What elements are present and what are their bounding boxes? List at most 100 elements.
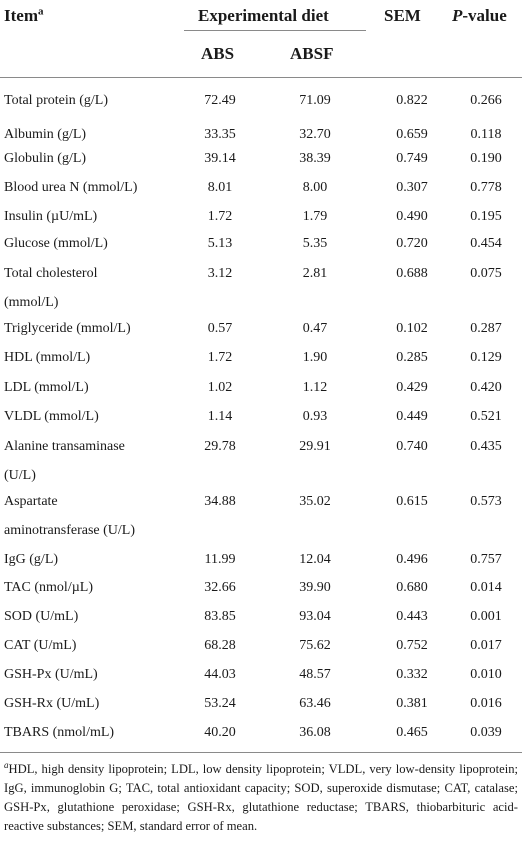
absf-value: 5.35 <box>302 236 328 251</box>
row-item-label-line: LDL (mmol/L) <box>4 380 89 395</box>
abs-value: 8.01 <box>207 180 233 195</box>
sem-value: 0.822 <box>396 93 428 108</box>
p-value: 0.129 <box>470 350 502 365</box>
row-item-label-line: SOD (U/mL) <box>4 609 79 624</box>
p-value: 0.778 <box>470 180 502 195</box>
row-item-label-line: HDL (mmol/L) <box>4 350 91 365</box>
row-item-label-line: Globulin (g/L) <box>4 151 87 166</box>
row-item-label: LDL (mmol/L) <box>4 379 89 397</box>
abs-value: 29.78 <box>204 439 236 454</box>
row-item-label-line: Total protein (g/L) <box>4 93 108 108</box>
row-item-label: Total protein (g/L) <box>4 92 108 110</box>
sem-value: 0.752 <box>396 638 428 653</box>
p-value: 0.521 <box>470 409 502 424</box>
abs-value: 0.57 <box>207 321 233 336</box>
absf-value: 1.12 <box>302 380 328 395</box>
row-item-label: Triglyceride (mmol/L) <box>4 320 131 338</box>
row-item-label-line: (mmol/L) <box>4 295 59 310</box>
row-item-label-line: IgG (g/L) <box>4 552 59 567</box>
abs-value: 34.88 <box>204 494 236 509</box>
abs-value: 1.72 <box>207 209 233 224</box>
abs-value: 32.66 <box>204 580 236 595</box>
abs-value: 39.14 <box>204 151 236 166</box>
p-value-header: P-value <box>452 6 507 26</box>
absf-header: ABSF <box>290 44 334 63</box>
sem-value: 0.465 <box>396 725 428 740</box>
abs-value: 68.28 <box>204 638 236 653</box>
absf-value: 0.47 <box>302 321 328 336</box>
p-value: 0.454 <box>470 236 502 251</box>
item-header-footnote-marker: a <box>37 5 44 18</box>
row-item-label-line: Albumin (g/L) <box>4 127 87 142</box>
sem-header: SEM <box>384 6 421 25</box>
absf-value: 48.57 <box>299 667 331 682</box>
abs-value: 11.99 <box>204 552 236 567</box>
sem-value: 0.496 <box>396 552 428 567</box>
item-header-label: Item <box>4 6 38 25</box>
abs-value: 1.14 <box>207 409 233 424</box>
p-value: 0.435 <box>470 439 502 454</box>
footnote-marker: a <box>4 759 9 770</box>
sem-value: 0.615 <box>396 494 428 509</box>
abs-value: 1.72 <box>207 350 233 365</box>
row-item-label: TAC (nmol/µL) <box>4 579 93 597</box>
row-item-label: Alanine transaminase (U/L) <box>4 438 125 485</box>
absf-value: 2.81 <box>302 266 328 281</box>
absf-value: 93.04 <box>299 609 331 624</box>
header-bottom-rule <box>0 77 522 78</box>
row-item-label: IgG (g/L) <box>4 551 58 569</box>
abs-value: 40.20 <box>204 725 236 740</box>
sem-value: 0.443 <box>396 609 428 624</box>
abs-value: 1.02 <box>207 380 233 395</box>
abs-value: 5.13 <box>207 236 233 251</box>
absf-value: 36.08 <box>299 725 331 740</box>
absf-value: 12.04 <box>299 552 331 567</box>
absf-value: 1.90 <box>302 350 328 365</box>
footnote: aHDL, high density lipoprotein; LDL, low… <box>4 760 518 836</box>
table-bottom-rule <box>0 752 522 753</box>
experimental-diet-header: Experimental diet <box>198 6 329 25</box>
row-item-label-line: Triglyceride (mmol/L) <box>4 321 131 336</box>
row-item-label-line: GSH-Rx (U/mL) <box>4 696 100 711</box>
absf-value: 63.46 <box>299 696 331 711</box>
absf-value: 39.90 <box>299 580 331 595</box>
experimental-diet-underline <box>184 30 366 31</box>
p-value: 0.017 <box>470 638 502 653</box>
p-value-header-italic: P <box>452 6 463 25</box>
row-item-label: Globulin (g/L) <box>4 150 86 168</box>
p-value: 0.190 <box>470 151 502 166</box>
p-value: 0.010 <box>470 667 502 682</box>
sem-value: 0.490 <box>396 209 428 224</box>
row-item-label-line: (U/L) <box>4 468 36 483</box>
p-value: 0.195 <box>470 209 502 224</box>
absf-value: 8.00 <box>302 180 328 195</box>
row-item-label-line: VLDL (mmol/L) <box>4 409 99 424</box>
abs-value: 83.85 <box>204 609 236 624</box>
row-item-label: CAT (U/mL) <box>4 637 76 655</box>
p-value: 0.757 <box>470 552 502 567</box>
absf-value: 0.93 <box>302 409 328 424</box>
sem-value: 0.659 <box>396 127 428 142</box>
sem-value: 0.740 <box>396 439 428 454</box>
absf-value: 71.09 <box>299 93 331 108</box>
sem-value: 0.285 <box>396 350 428 365</box>
row-item-label-line: Total cholesterol <box>4 266 98 281</box>
p-value: 0.266 <box>470 93 502 108</box>
row-item-label: Glucose (mmol/L) <box>4 235 108 253</box>
sem-value: 0.449 <box>396 409 428 424</box>
absf-value: 29.91 <box>299 439 331 454</box>
row-item-label-line: Aspartate <box>4 494 58 509</box>
row-item-label-line: Blood urea N (mmol/L) <box>4 180 138 195</box>
p-value: 0.420 <box>470 380 502 395</box>
abs-header: ABS <box>201 44 235 63</box>
row-item-label-line: GSH-Px (U/mL) <box>4 667 98 682</box>
p-value: 0.014 <box>470 580 502 595</box>
sem-value: 0.688 <box>396 266 428 281</box>
row-item-label: VLDL (mmol/L) <box>4 408 99 426</box>
row-item-label: HDL (mmol/L) <box>4 349 90 367</box>
row-item-label: Albumin (g/L) <box>4 126 86 144</box>
p-value: 0.573 <box>470 494 502 509</box>
p-value-header-rest: -value <box>462 6 507 25</box>
sem-value: 0.429 <box>396 380 428 395</box>
